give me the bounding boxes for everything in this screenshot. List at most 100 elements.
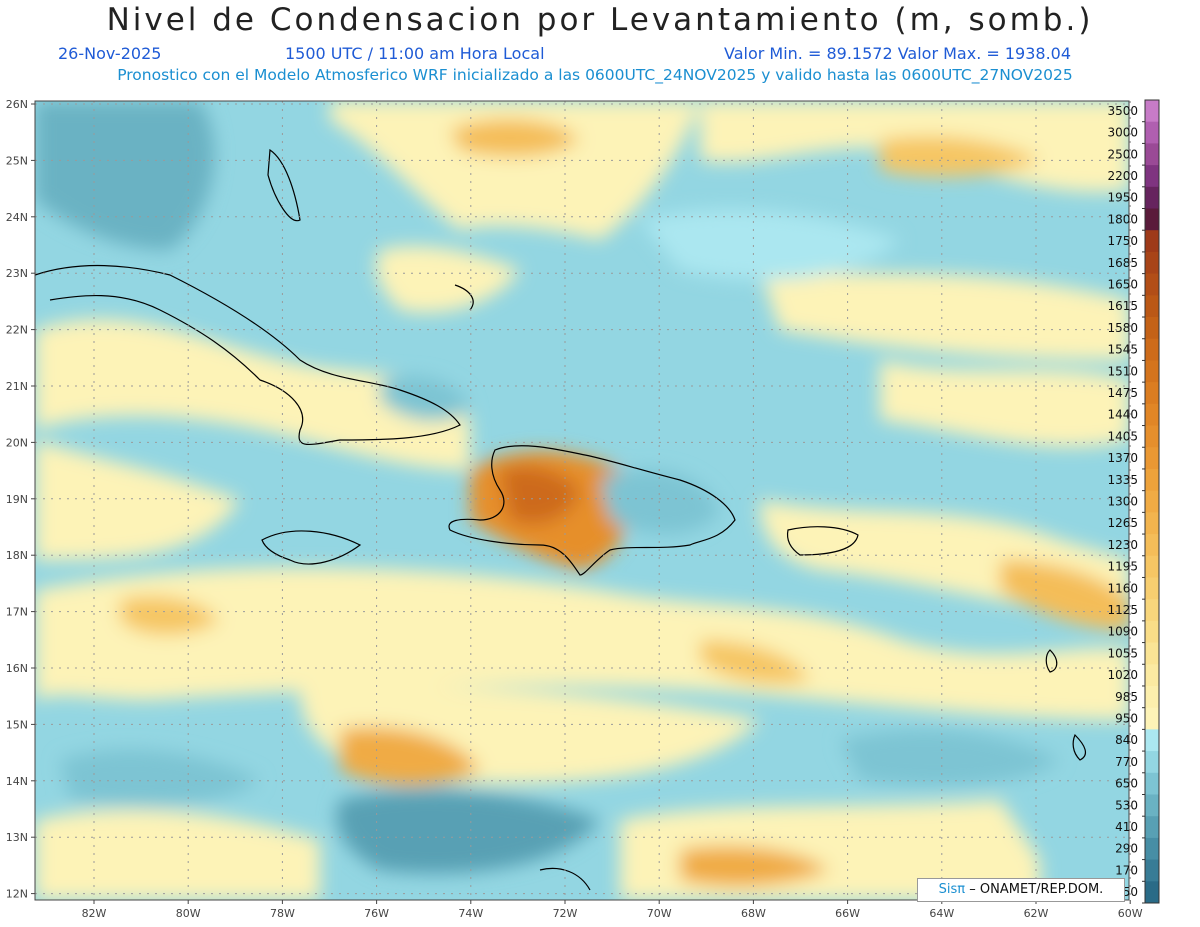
colorbar-swatch <box>1145 577 1159 600</box>
lat-label: 22N <box>6 324 28 337</box>
lat-label: 18N <box>6 549 28 562</box>
colorbar-label: 1685 <box>1107 256 1138 270</box>
colorbar-label: 2200 <box>1107 169 1138 183</box>
lat-lon-grid <box>31 101 1131 904</box>
colorbar-label: 1580 <box>1107 321 1138 335</box>
colorbar-label: 1265 <box>1107 516 1138 530</box>
lat-label: 26N <box>6 98 28 111</box>
coastlines <box>35 148 1087 891</box>
credit-org: – ONAMET/REP.DOM. <box>969 882 1104 897</box>
lat-label: 12N <box>6 888 28 901</box>
longitude-labels: 82W 80W 78W 76W 74W 72W 70W 68W 66W 64W 62W 60W <box>82 907 1143 920</box>
lat-label: 24N <box>6 211 28 224</box>
colorbar-label: 3500 <box>1107 104 1138 118</box>
lon-label: 68W <box>741 907 766 920</box>
colorbar-swatch <box>1145 360 1159 383</box>
colorbar-swatch <box>1145 729 1159 752</box>
colorbar-swatch <box>1145 468 1159 492</box>
colorbar-label: 770 <box>1115 755 1138 769</box>
lat-label: 16N <box>6 662 28 675</box>
colorbar-swatch <box>1145 599 1159 622</box>
lat-label: 23N <box>6 267 28 280</box>
colorbar-swatch <box>1145 121 1159 144</box>
colorbar-swatch <box>1145 273 1159 296</box>
colorbar-swatch <box>1145 295 1159 318</box>
lon-label: 80W <box>176 907 201 920</box>
colorbar-swatch <box>1145 707 1159 730</box>
forecast-time: 1500 UTC / 11:00 am Hora Local <box>285 44 545 63</box>
colorbar-swatch <box>1145 490 1159 513</box>
colorbar-swatch <box>1145 251 1159 275</box>
lon-label: 64W <box>929 907 954 920</box>
colorbar-label: 1545 <box>1107 343 1138 357</box>
colorbar-swatch <box>1145 403 1159 427</box>
colorbar-swatch <box>1145 837 1159 861</box>
colorbar-swatch <box>1145 881 1159 904</box>
colorbar-swatch <box>1145 230 1159 253</box>
colorbar-label: 290 <box>1115 842 1138 856</box>
colorbar-label: 1750 <box>1107 234 1138 248</box>
colorbar-label: 1335 <box>1107 473 1138 487</box>
colorbar-label: 985 <box>1115 690 1138 704</box>
colorbar-label: 1510 <box>1107 364 1138 378</box>
lon-label: 60W <box>1118 907 1143 920</box>
colorbar-label: 50 <box>1123 885 1138 899</box>
colorbar-swatch <box>1145 143 1159 166</box>
colorbar-label: 1370 <box>1107 451 1138 465</box>
colorbar-label: 1300 <box>1107 495 1138 509</box>
colorbar-swatch <box>1145 208 1159 231</box>
lon-label: 82W <box>82 907 107 920</box>
colorbar-label: 3000 <box>1107 126 1138 140</box>
lon-label: 66W <box>835 907 860 920</box>
colorbar-swatch <box>1145 772 1159 795</box>
colorbar: 3500 3000 2500 2200 1950 1800 1750 1685 1650 1615… <box>1107 99 1160 904</box>
lat-label: 19N <box>6 493 28 506</box>
credit-sis: Sisπ <box>938 882 966 897</box>
colorbar-swatch <box>1145 555 1159 578</box>
colorbar-swatch <box>1145 425 1159 448</box>
colorbar-swatch <box>1145 859 1159 882</box>
colorbar-label: 650 <box>1115 777 1138 791</box>
colorbar-label: 1800 <box>1107 212 1138 226</box>
colorbar-swatch <box>1145 816 1159 839</box>
colorbar-swatch <box>1145 751 1159 774</box>
colorbar-label: 1230 <box>1107 538 1138 552</box>
colorbar-swatch <box>1145 447 1159 470</box>
colorbar-label: 840 <box>1115 733 1138 747</box>
forecast-date: 26-Nov-2025 <box>58 44 162 63</box>
colorbar-label: 1475 <box>1107 386 1138 400</box>
colorbar-label: 410 <box>1115 820 1138 834</box>
colorbar-swatch <box>1145 165 1159 188</box>
colorbar-label: 1615 <box>1107 299 1138 313</box>
colorbar-label: 1405 <box>1107 429 1138 443</box>
lat-label: 20N <box>6 436 28 449</box>
colorbar-label: 2500 <box>1107 147 1138 161</box>
colorbar-swatch <box>1145 664 1159 687</box>
colorbar-label: 1090 <box>1107 625 1138 639</box>
colorbar-label: 1650 <box>1107 277 1138 291</box>
lon-label: 62W <box>1024 907 1049 920</box>
colorbar-swatch <box>1145 317 1159 340</box>
lon-label: 74W <box>458 907 483 920</box>
lon-label: 76W <box>364 907 389 920</box>
colorbar-swatch <box>1145 794 1159 817</box>
chart-title: Nivel de Condensacion por Levantamiento … <box>106 2 1094 38</box>
colorbar-label: 170 <box>1115 863 1138 877</box>
colorbar-swatch <box>1145 186 1159 210</box>
colorbar-label: 950 <box>1115 712 1138 726</box>
lon-label: 70W <box>647 907 672 920</box>
lat-label: 13N <box>6 831 28 844</box>
colorbar-swatch <box>1145 620 1159 644</box>
value-range: Valor Min. = 89.1572 Valor Max. = 1938.0… <box>724 44 1072 63</box>
colorbar-label: 1950 <box>1107 191 1138 205</box>
colorbar-label: 1195 <box>1107 560 1138 574</box>
lat-label: 21N <box>6 380 28 393</box>
colorbar-swatch <box>1145 642 1159 665</box>
colorbar-label: 1020 <box>1107 668 1138 682</box>
colorbar-label: 530 <box>1115 798 1138 812</box>
colorbar-swatch <box>1145 100 1159 123</box>
colorbar-label: 1440 <box>1107 408 1138 422</box>
latitude-labels: 26N 25N 24N 23N 22N 21N 20N 19N 18N 17N 16N 15N 14N 1… <box>6 98 28 901</box>
lon-label: 78W <box>270 907 295 920</box>
